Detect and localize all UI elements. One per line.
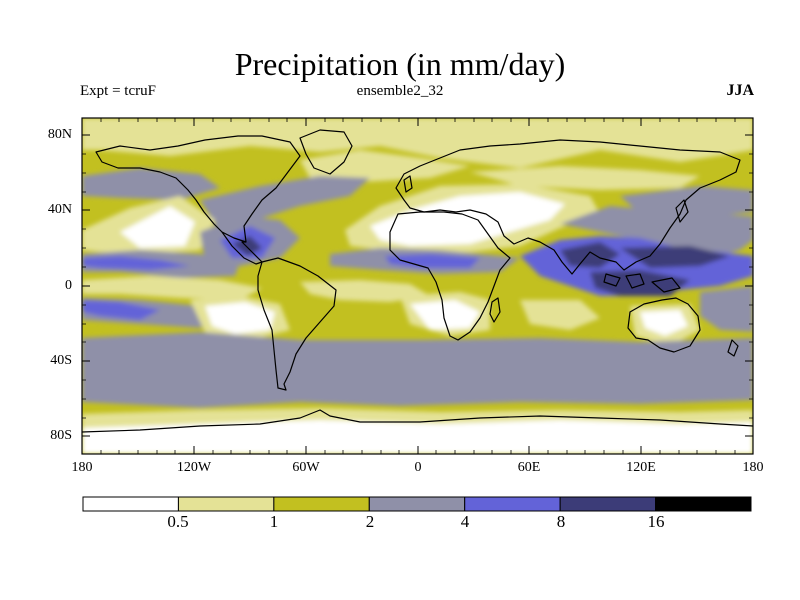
colorbar-swatch <box>177 496 275 512</box>
lat-label-0: 0 <box>65 278 72 293</box>
lat-label-40s: 40S <box>50 353 72 368</box>
lon-label-60w: 60W <box>292 460 320 475</box>
colorbar-swatch <box>464 496 561 512</box>
coastlines <box>82 129 753 433</box>
lon-label-0: 0 <box>414 460 422 475</box>
lat-label-80n: 80N <box>47 127 72 142</box>
axis-minor-ticks <box>82 118 753 454</box>
colorbar-swatch <box>368 496 466 512</box>
colorbar-label-4: 4 <box>460 512 470 531</box>
lat-label-40n: 40N <box>47 202 72 217</box>
ensemble-label: ensemble2_32 <box>356 83 444 99</box>
colorbar-swatch <box>273 496 370 512</box>
colorbar-label-2: 2 <box>365 512 375 531</box>
colorbar-swatch <box>82 496 179 512</box>
colorbar-label-1: 1 <box>269 512 279 531</box>
colorbar-swatch <box>655 496 752 512</box>
lon-label-120e: 120E <box>626 460 656 475</box>
lon-label-60e: 60E <box>517 460 541 475</box>
season-label: JJA <box>726 82 754 99</box>
lat-label-80s: 80S <box>50 428 72 443</box>
axis-ticks <box>81 118 754 454</box>
colorbar-label-16: 16 <box>647 512 665 531</box>
colorbar <box>82 496 752 512</box>
map-title: Precipitation (in mm/day) <box>234 46 566 82</box>
lon-label-180e: 180 <box>742 460 764 475</box>
lon-label-180w: 180 <box>71 460 93 475</box>
colorbar-swatch <box>559 496 657 512</box>
lon-label-120w: 120W <box>176 460 212 475</box>
precip-field <box>82 118 753 454</box>
colorbar-label-8: 8 <box>556 512 566 531</box>
experiment-label: Expt = tcruF <box>80 83 156 99</box>
colorbar-label-0-5: 0.5 <box>167 512 189 531</box>
